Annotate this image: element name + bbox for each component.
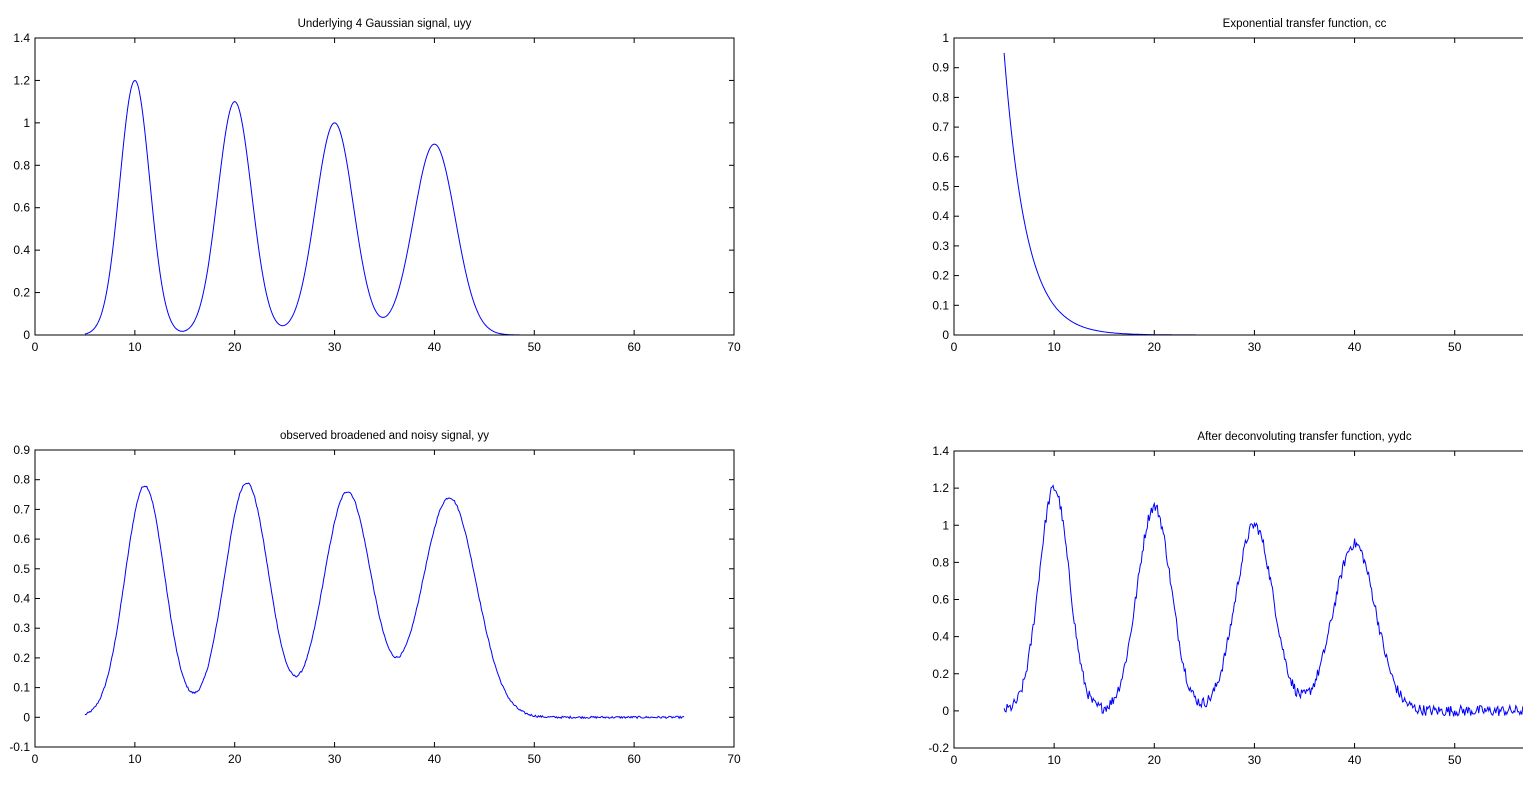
x-tick-label: 50	[1448, 340, 1462, 354]
x-tick-label: 30	[1248, 340, 1262, 354]
y-tick-label: 0.4	[932, 630, 949, 644]
axes-box	[953, 37, 1523, 336]
subplot-2: Exponential transfer function, cc0 10 20 30…	[932, 18, 1523, 354]
x-tick-label: 50	[528, 340, 542, 354]
y-tick-label: 0.3	[932, 239, 949, 253]
y-tick-label: 1.2	[13, 73, 30, 87]
y-tick-label: 0	[23, 710, 30, 724]
x-tick-label: 10	[128, 752, 142, 766]
y-tick-label: 0	[942, 328, 949, 342]
x-tick-label: 30	[328, 752, 342, 766]
y-tick-label: 1	[942, 518, 949, 532]
y-tick-label: 0.8	[13, 158, 30, 172]
y-tick-label: -0.2	[928, 741, 949, 755]
series-line	[1003, 484, 1523, 717]
x-tick-label: 40	[428, 752, 442, 766]
x-tick-label: 0	[32, 752, 39, 766]
y-tick-label: 0.3	[13, 621, 30, 635]
x-tick-label: 70	[727, 752, 741, 766]
y-tick-label: 0.1	[13, 681, 30, 695]
x-tick-label: 60	[627, 752, 641, 766]
y-tick-label: 1	[23, 116, 30, 130]
chart-title: observed broadened and noisy signal, yy	[280, 430, 489, 442]
y-tick-label: 0.7	[13, 502, 30, 516]
y-tick-label: 0.8	[932, 555, 949, 569]
y-tick-label: 0.9	[13, 443, 30, 457]
y-tick-label: 0.6	[932, 150, 949, 164]
chart-title: Exponential transfer function, cc	[1223, 18, 1387, 30]
y-tick-label: 0.2	[932, 667, 949, 681]
y-tick-label: 0.5	[13, 562, 30, 576]
x-tick-label: 30	[1248, 753, 1262, 767]
y-tick-label: 0.5	[932, 180, 949, 194]
y-tick-label: 0.4	[932, 209, 949, 223]
axes-box	[34, 37, 735, 336]
series-line	[84, 482, 685, 720]
y-tick-label: -0.1	[9, 740, 30, 754]
x-tick-label: 40	[428, 340, 442, 354]
y-tick-label: 0	[23, 328, 30, 342]
y-tick-label: 0.8	[932, 90, 949, 104]
y-tick-label: 0.6	[13, 532, 30, 546]
x-tick-label: 20	[228, 752, 242, 766]
y-tick-label: 1.4	[932, 444, 949, 458]
y-tick-label: 0.2	[13, 286, 30, 300]
x-tick-label: 50	[528, 752, 542, 766]
chart-title: Underlying 4 Gaussian signal, uyy	[298, 18, 472, 30]
y-tick-label: 1.2	[932, 481, 949, 495]
x-tick-label: 60	[627, 340, 641, 354]
x-tick-label: 20	[1148, 340, 1162, 354]
y-tick-label: 0.4	[13, 243, 30, 257]
y-tick-label: 0.4	[13, 592, 30, 606]
x-tick-label: 70	[727, 340, 741, 354]
chart-title: After deconvoluting transfer function, y…	[1197, 431, 1411, 443]
y-tick-label: 0.8	[13, 473, 30, 487]
x-tick-label: 30	[328, 340, 342, 354]
series-line	[84, 79, 655, 336]
y-tick-label: 1	[942, 31, 949, 45]
subplot-4: After deconvoluting transfer function, y…	[928, 431, 1523, 767]
x-tick-label: 40	[1348, 753, 1362, 767]
y-tick-label: 0.7	[932, 120, 949, 134]
x-tick-label: 10	[1047, 753, 1061, 767]
x-tick-label: 40	[1348, 340, 1362, 354]
x-tick-label: 10	[128, 340, 142, 354]
x-tick-label: 10	[1047, 340, 1061, 354]
x-tick-label: 0	[951, 753, 958, 767]
y-tick-label: 0.6	[932, 593, 949, 607]
x-tick-label: 50	[1448, 753, 1462, 767]
y-tick-label: 0.1	[932, 298, 949, 312]
series-line	[1003, 52, 1523, 336]
y-tick-label: 0.6	[13, 201, 30, 215]
y-tick-label: 0.2	[932, 269, 949, 283]
x-tick-label: 20	[1148, 753, 1162, 767]
x-tick-label: 0	[951, 340, 958, 354]
y-tick-label: 0.2	[13, 651, 30, 665]
x-tick-label: 20	[228, 340, 242, 354]
y-tick-label: 0	[942, 704, 949, 718]
x-tick-label: 0	[32, 340, 39, 354]
subplot-3: observed broadened and noisy signal, yy 0…	[9, 430, 741, 766]
axes-box	[953, 450, 1523, 749]
y-tick-label: 1.4	[13, 31, 30, 45]
y-tick-label: 0.9	[932, 61, 949, 75]
